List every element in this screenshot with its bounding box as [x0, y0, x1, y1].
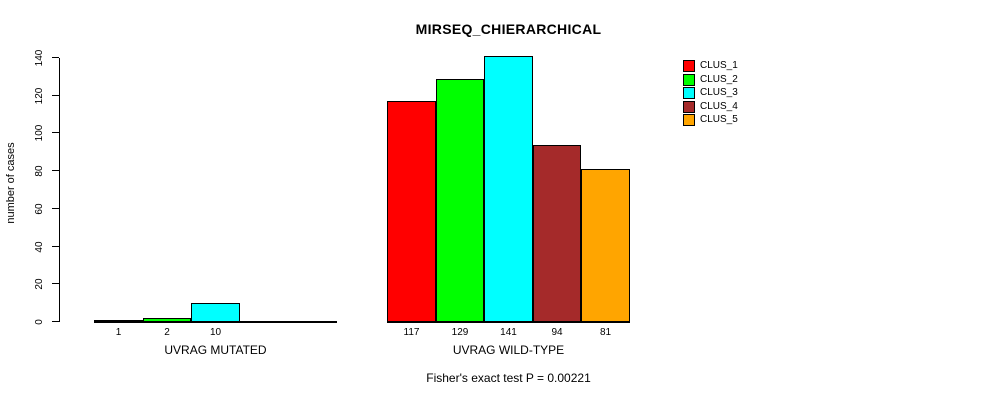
legend-label: CLUS_4 [700, 100, 738, 112]
y-tick-label: 40 [34, 241, 45, 253]
bar-clus_5 [581, 169, 630, 322]
bar-clus_1 [94, 320, 143, 322]
legend: CLUS_1 CLUS_2 CLUS_3 CLUS_4 CLUS_5 [683, 60, 738, 126]
y-tick [52, 283, 59, 284]
legend-row: CLUS_1 [683, 60, 738, 72]
y-tick-label: 100 [34, 124, 45, 142]
x-baseline [94, 321, 337, 323]
bar-clus_1 [387, 101, 436, 322]
y-tick-label: 140 [34, 49, 45, 67]
footer-note: Fisher's exact test P = 0.00221 [426, 371, 591, 385]
y-tick [52, 208, 59, 209]
group-label: UVRAG MUTATED [164, 343, 267, 357]
bar-clus_4 [533, 145, 581, 322]
bar-clus_2 [143, 318, 191, 322]
legend-row: CLUS_4 [683, 100, 738, 113]
y-tick [52, 57, 59, 58]
clus_2-swatch [683, 73, 695, 86]
y-tick [52, 246, 59, 247]
legend-row: CLUS_3 [683, 87, 738, 99]
y-tick-label: 0 [34, 319, 45, 325]
bar-clus_2 [436, 79, 484, 322]
legend-label: CLUS_1 [700, 60, 738, 71]
y-tick [52, 170, 59, 171]
legend-label: CLUS_3 [700, 87, 738, 98]
bar-value-label: 10 [209, 327, 222, 338]
bar-value-label: 1 [115, 327, 122, 338]
legend-row: CLUS_2 [683, 73, 738, 86]
bar-value-label: 141 [500, 327, 517, 338]
y-tick-label: 60 [34, 203, 45, 215]
bar-clus_3 [484, 56, 533, 322]
y-axis-line [59, 58, 60, 322]
x-baseline [387, 321, 630, 323]
legend-label: CLUS_5 [700, 114, 738, 125]
clus_1-swatch [683, 60, 695, 72]
bar-value-label: 129 [451, 327, 469, 338]
clus_4-swatch [683, 100, 695, 113]
y-tick-label: 80 [34, 165, 45, 177]
bar-value-label: 117 [403, 327, 420, 338]
legend-row: CLUS_5 [683, 114, 738, 126]
bar-value-label: 94 [551, 327, 563, 338]
clus_3-swatch [683, 87, 695, 99]
y-tick-label: 120 [34, 87, 45, 105]
bar-value-label: 81 [599, 327, 612, 338]
clus_5-swatch [683, 114, 695, 126]
group-label: UVRAG WILD-TYPE [452, 343, 565, 357]
y-tick-label: 20 [34, 278, 45, 290]
bar-value-label: 2 [164, 327, 170, 338]
bar-clus_3 [191, 303, 240, 322]
legend-label: CLUS_2 [700, 73, 738, 85]
y-tick [52, 132, 59, 133]
y-axis-label: number of cases [5, 142, 17, 224]
y-tick [52, 95, 59, 96]
chart-title: MIRSEQ_CHIERARCHICAL [415, 21, 602, 37]
y-tick [52, 321, 59, 322]
